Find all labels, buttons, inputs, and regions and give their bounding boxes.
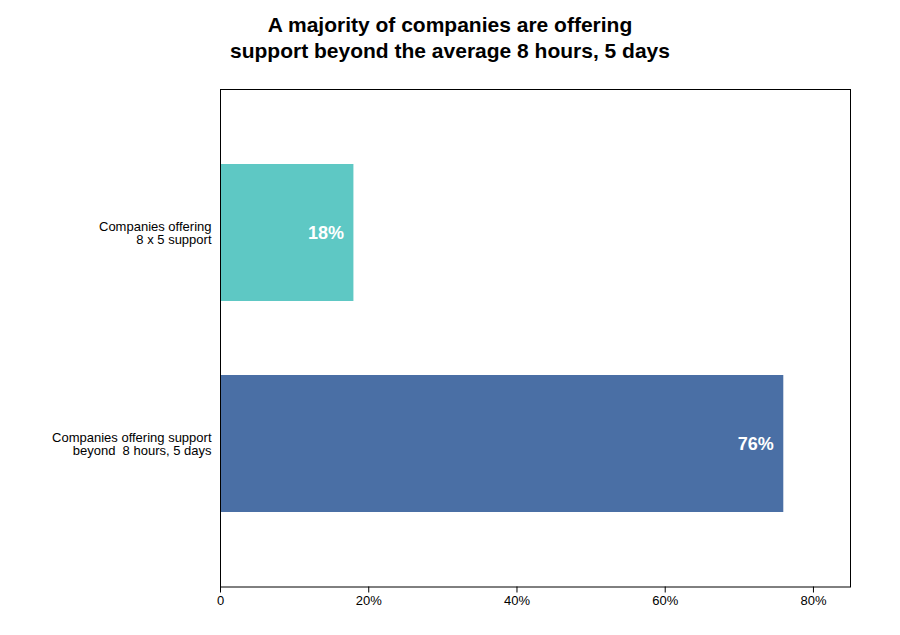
svg-text:Companies offering supportbeyo: Companies offering supportbeyond 8 hours… — [52, 429, 212, 457]
svg-text:80%: 80% — [800, 593, 826, 608]
svg-text:76%: 76% — [738, 433, 774, 453]
svg-text:20%: 20% — [356, 593, 382, 608]
svg-text:18%: 18% — [308, 222, 344, 242]
svg-text:0: 0 — [217, 593, 224, 608]
svg-text:40%: 40% — [504, 593, 530, 608]
svg-text:60%: 60% — [652, 593, 678, 608]
svg-text:Companies offering8 x 5 suppor: Companies offering8 x 5 support — [99, 218, 212, 246]
html-text:A majority of companies are of: A majority of companies are offering sup… — [230, 13, 670, 63]
